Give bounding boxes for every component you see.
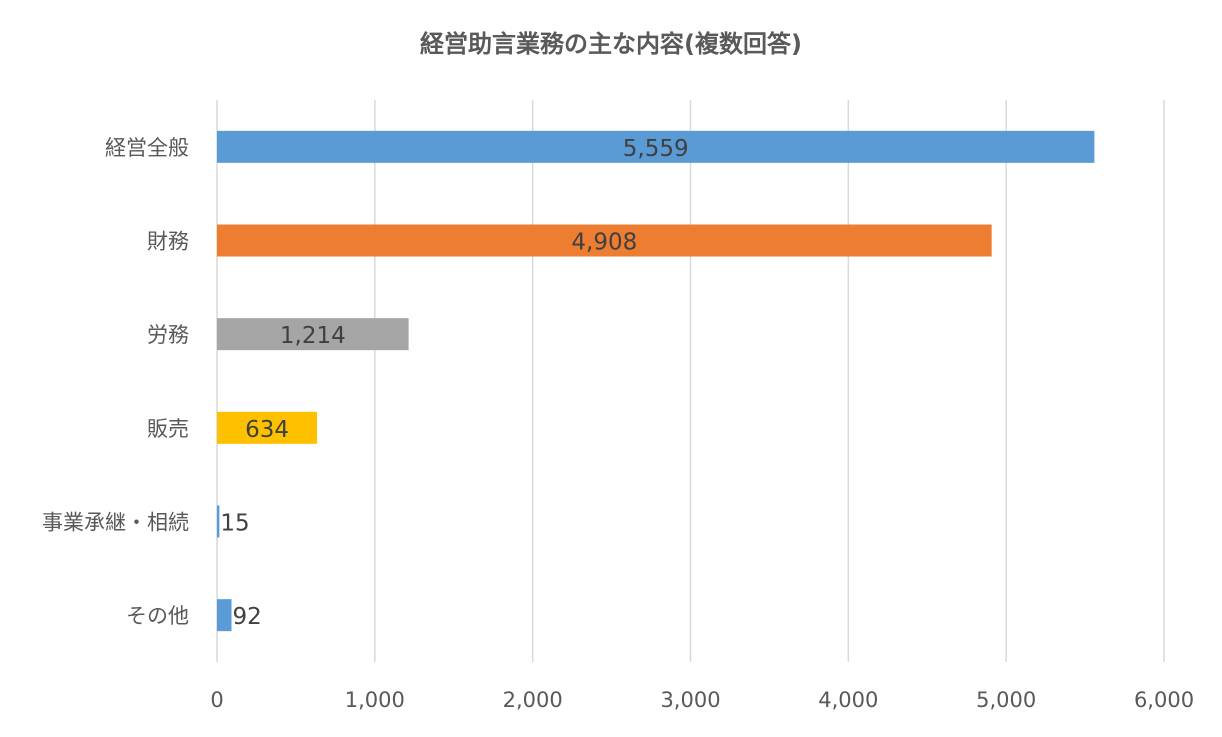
x-tick-label: 1,000 xyxy=(345,688,405,712)
bar xyxy=(217,411,318,444)
x-tick-label: 0 xyxy=(210,688,223,712)
category-label: 労務 xyxy=(147,323,189,347)
x-tick-label: 4,000 xyxy=(818,688,878,712)
bar xyxy=(217,505,220,538)
category-label: その他 xyxy=(126,604,189,628)
chart-title: 経営助言業務の主な内容(複数回答) xyxy=(420,30,802,58)
bar xyxy=(217,130,1095,163)
x-tick-label: 3,000 xyxy=(660,688,720,712)
data-label: 5,559 xyxy=(623,136,689,162)
data-label: 1,214 xyxy=(280,323,346,349)
category-label: 事業承継・相続 xyxy=(42,511,189,535)
category-label: 財務 xyxy=(147,230,189,254)
bar xyxy=(217,599,232,632)
category-label: 経営全般 xyxy=(105,136,189,160)
labels: 0 1,000 2,000 3,000 4,000 5,000 6,000 経営全般 5,559… xyxy=(42,136,1194,712)
category-label: 販売 xyxy=(147,417,189,441)
data-label: 4,908 xyxy=(571,230,637,256)
data-label: 15 xyxy=(220,511,249,537)
bars xyxy=(217,130,1095,632)
data-label: 92 xyxy=(233,604,262,630)
bar xyxy=(217,224,992,257)
gridlines xyxy=(216,100,1165,662)
bar xyxy=(217,318,409,351)
x-tick-label: 6,000 xyxy=(1134,688,1194,712)
x-tick-label: 2,000 xyxy=(503,688,563,712)
data-label: 634 xyxy=(245,417,289,443)
x-tick-label: 5,000 xyxy=(976,688,1036,712)
